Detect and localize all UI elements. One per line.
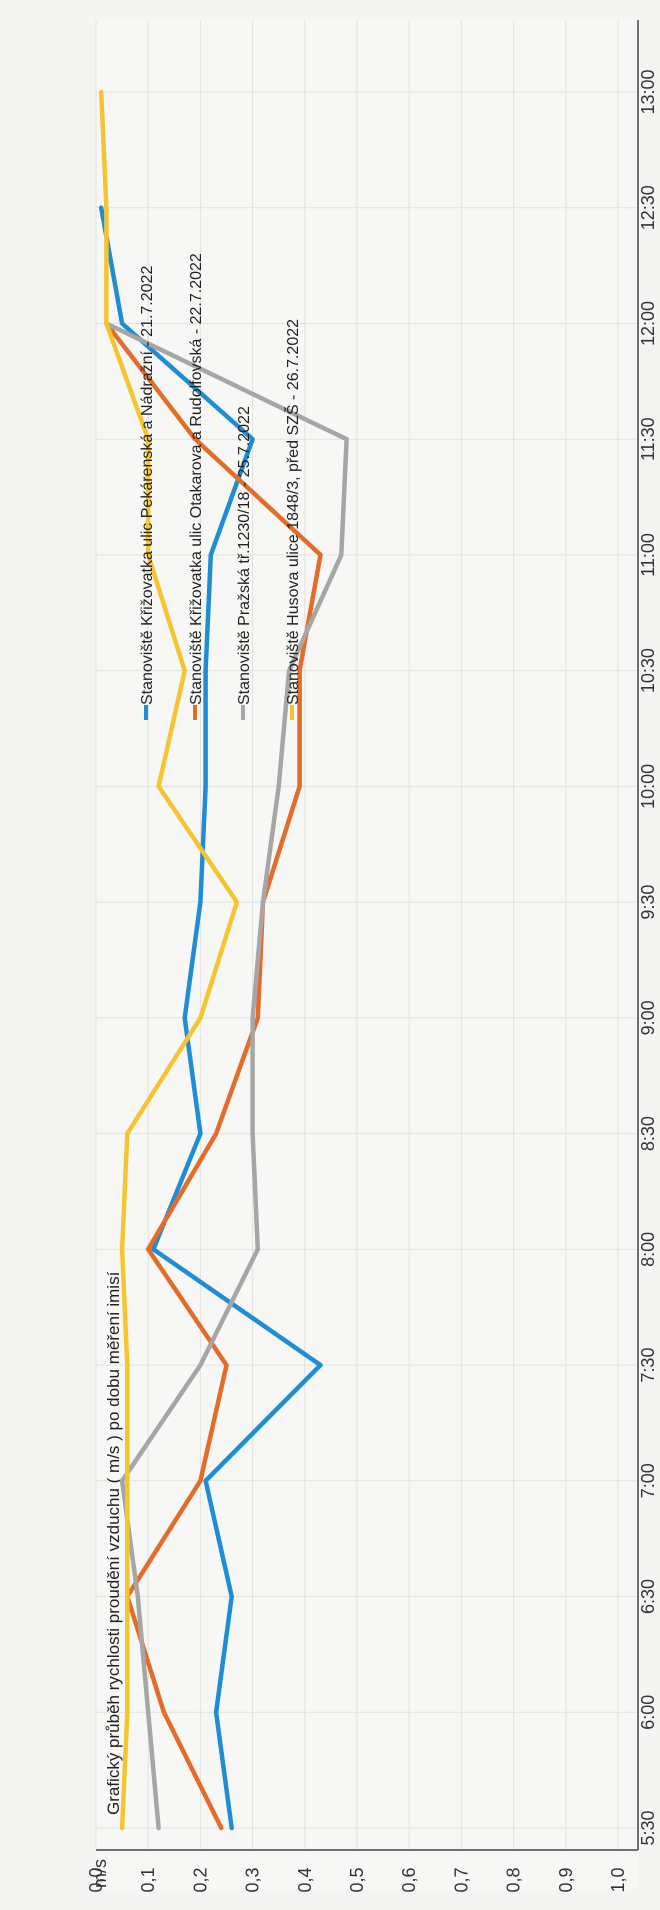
y-tick-labels: 0,0 0,1 0,2 0,3 0,4 0,5 0,6 0,7 0,8 0,9 1,0 [86, 1867, 628, 1892]
y-tick-label: 0,4 [295, 1867, 315, 1892]
y-tick-label: 0,0 [86, 1867, 106, 1892]
x-tick-label: 7:00 [638, 1463, 658, 1498]
x-tick-label: 11:30 [638, 417, 658, 461]
x-tick-label: 12:00 [638, 301, 658, 346]
x-tick-label: 8:30 [638, 1116, 658, 1151]
y-tick-label: 0,6 [399, 1867, 419, 1892]
x-tick-label: 6:00 [638, 1695, 658, 1730]
series-line-4 [98, 89, 240, 1831]
y-tick-label: 0,3 [243, 1867, 263, 1892]
vertical-gridlines [95, 20, 619, 1850]
series-line-3 [104, 321, 349, 1831]
x-tick-label: 9:30 [638, 885, 658, 920]
x-tick-label: 10:30 [638, 648, 658, 693]
legend-label-3: Stanoviště Pražská tř.1230/18 - 25.7.202… [236, 406, 253, 705]
x-tick-labels: 5:30 6:00 6:30 7:00 7:30 8:00 8:30 9:00 9:30 10:0… [638, 69, 658, 1845]
x-tick-label: 10:00 [638, 764, 658, 809]
x-tick-label: 11:00 [638, 533, 658, 577]
y-tick-label: 0,2 [190, 1867, 210, 1892]
series-line-2 [104, 321, 323, 1831]
y-tick-label: 1,0 [608, 1867, 628, 1892]
x-tick-label: 9:00 [638, 1000, 658, 1035]
legend-label-2: Stanoviště Křižovatka ulic Otakarova a R… [188, 253, 205, 705]
y-tick-label: 0,5 [347, 1867, 367, 1892]
x-tick-label: 8:00 [638, 1232, 658, 1267]
x-tick-label: 7:30 [638, 1348, 658, 1383]
y-tick-label: 0,9 [556, 1867, 576, 1892]
y-unit-label: m/s [90, 1859, 110, 1888]
y-tick-label: 0,1 [138, 1867, 158, 1892]
x-tick-label: 13:00 [638, 69, 658, 114]
legend: Stanoviště Křižovatka ulic Pekárenská a … [139, 253, 302, 720]
x-tick-label: 12:30 [638, 185, 658, 230]
legend-label-4: Stanoviště Husova ulice 1848/3, před SZŠ… [283, 319, 302, 705]
horizontal-gridlines [96, 91, 638, 1829]
y-tick-label: 0,8 [504, 1867, 524, 1892]
y-tick-label: 0,7 [451, 1867, 471, 1892]
x-tick-label: 6:30 [638, 1579, 658, 1614]
x-tick-label: 5:30 [638, 1810, 658, 1845]
chart-title: Grafický průběh rychlosti proudění vzduc… [104, 1271, 123, 1815]
series-lines [98, 89, 349, 1831]
plot-area [96, 20, 638, 1890]
legend-label-1: Stanoviště Křižovatka ulic Pekárenská a … [139, 266, 156, 705]
